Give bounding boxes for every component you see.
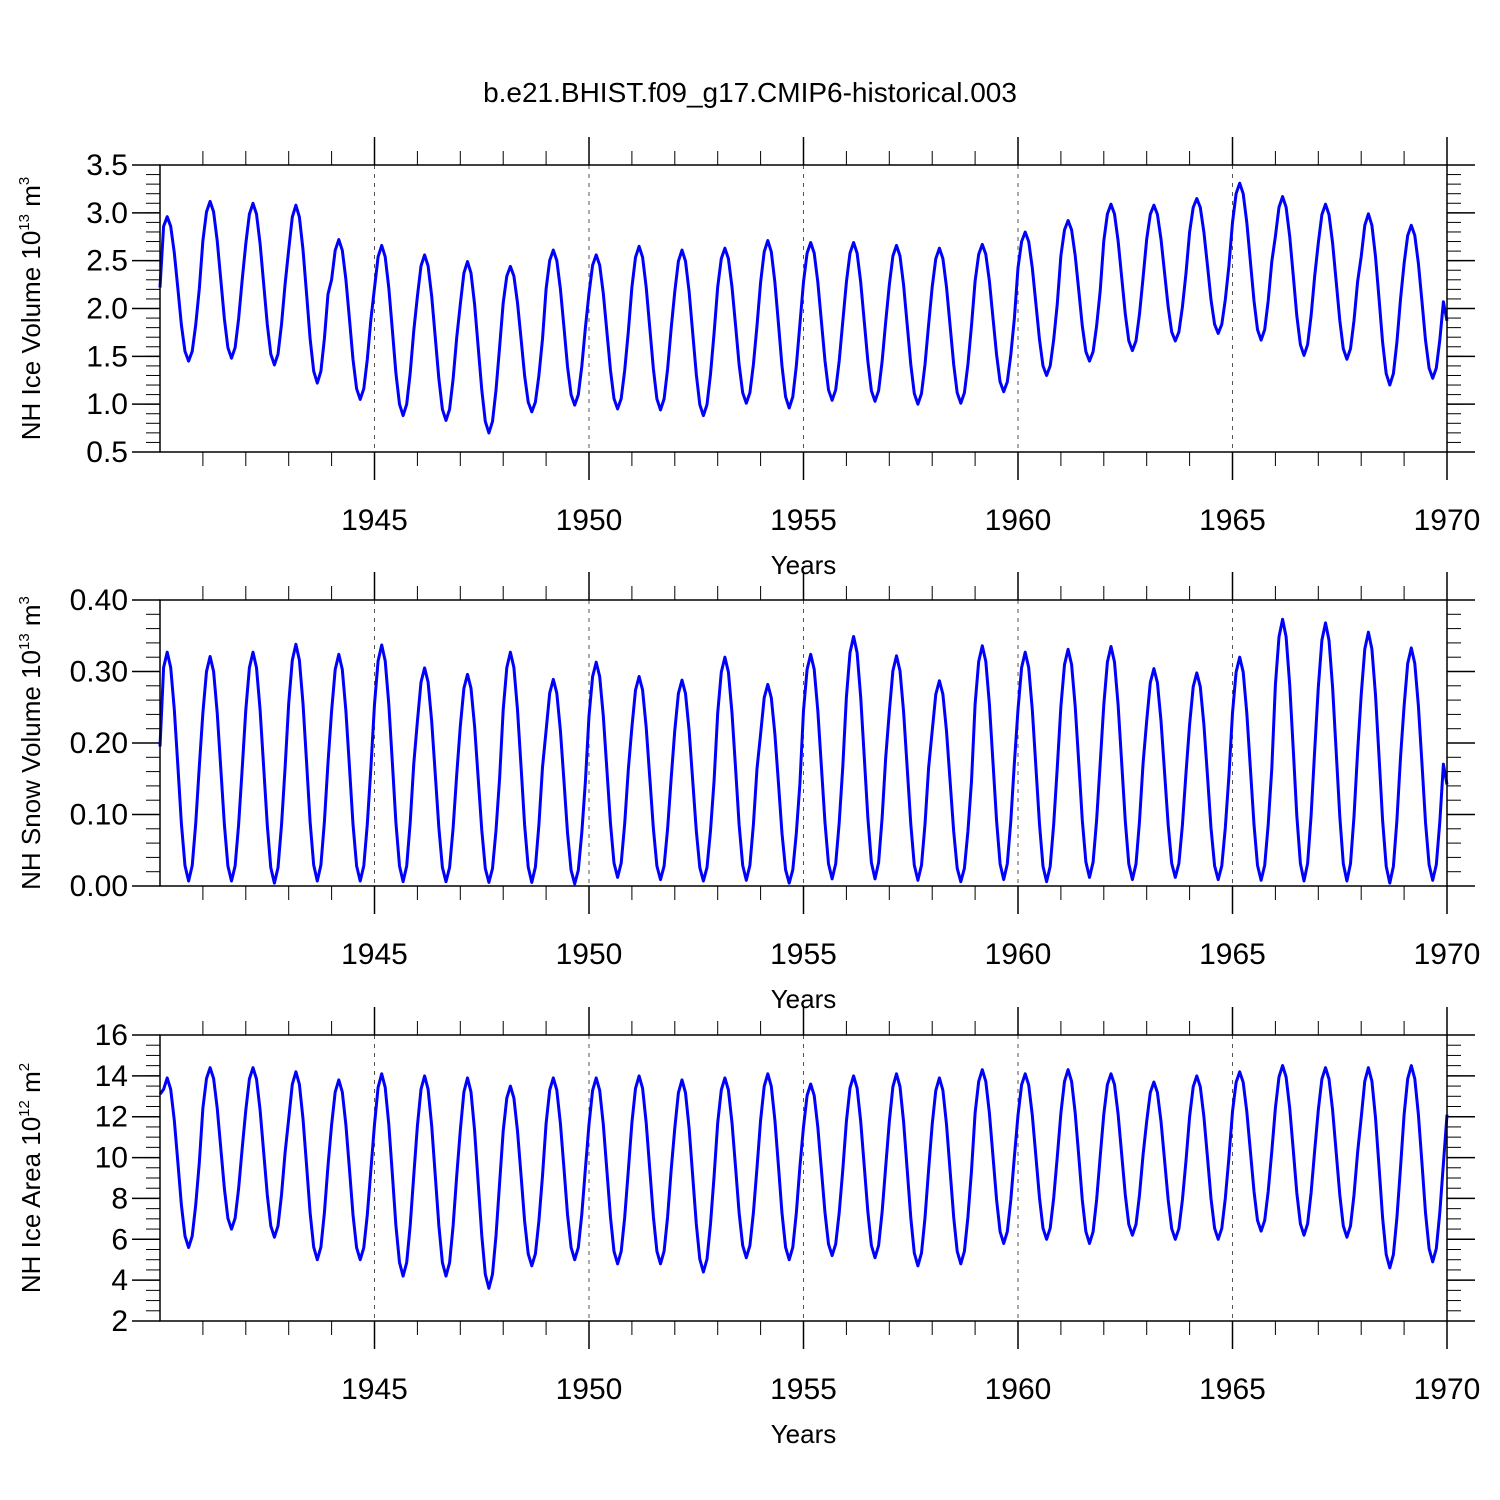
ice-area-panel: 2 4 6 8 10 12 14 16 1945 1950 1955 1960 1965 1970 NH… [16, 1007, 1480, 1449]
ice-area-x-tick-label: 1960 [985, 1373, 1052, 1406]
snow-volume-x-tick-label: 1970 [1414, 938, 1481, 971]
ice-area-y-tick-label: 2 [111, 1305, 128, 1338]
ice-volume-y-tick-label: 1.0 [86, 388, 128, 421]
snow-volume-x-tick-label: 1955 [770, 938, 837, 971]
snow-volume-y-axis-label: NH Snow Volume 1013 m3 [16, 596, 46, 890]
ice-area-x-tick-label: 1950 [556, 1373, 623, 1406]
snow-volume-y-tick-label: 0.10 [70, 799, 128, 832]
snow-volume-x-tick-label: 1965 [1199, 938, 1266, 971]
ice-volume-plot-frame [159, 164, 1448, 453]
ice-volume-x-tick-label: 1965 [1199, 504, 1266, 537]
figure-title: b.e21.BHIST.f09_g17.CMIP6-historical.003 [483, 77, 1017, 108]
ice-volume-x-tick-label: 1960 [985, 504, 1052, 537]
ice-volume-panel: 0.5 1.0 1.5 2.0 2.5 3.0 3.5 1945 1950 1955 1960 19… [16, 137, 1480, 580]
ice-volume-x-tick-label: 1945 [341, 504, 408, 537]
snow-volume-x-tick-label: 1960 [985, 938, 1052, 971]
ice-area-y-tick-label: 6 [111, 1223, 128, 1256]
ice-area-y-tick-label: 12 [95, 1101, 128, 1134]
snow-volume-x-tick-label: 1950 [556, 938, 623, 971]
ice-area-y-tick-label: 4 [111, 1264, 128, 1297]
ice-area-x-axis-label: Years [771, 1419, 837, 1449]
ice-volume-x-tick-label: 1970 [1414, 504, 1481, 537]
ice-area-y-tick-label: 14 [95, 1060, 128, 1093]
ice-volume-y-tick-label: 3.5 [86, 149, 128, 182]
ice-volume-y-tick-label: 1.5 [86, 340, 128, 373]
ice-volume-y-tick-label: 3.0 [86, 197, 128, 230]
ice-volume-x-tick-label: 1950 [556, 504, 623, 537]
ice-area-x-tick-label: 1965 [1199, 1373, 1266, 1406]
snow-volume-y-tick-label: 0.20 [70, 727, 128, 760]
snow-volume-line [158, 617, 1449, 886]
ice-volume-x-tick-label: 1955 [770, 504, 837, 537]
ice-area-y-tick-label: 8 [111, 1182, 128, 1215]
ice-area-x-tick-label: 1970 [1414, 1373, 1481, 1406]
ice-area-x-tick-label: 1945 [341, 1373, 408, 1406]
ice-volume-line [158, 181, 1449, 435]
ice-area-y-tick-label: 16 [95, 1019, 128, 1052]
ice-area-y-axis-label: NH Ice Area 1012 m2 [16, 1063, 46, 1293]
ice-area-line [158, 1064, 1449, 1290]
snow-volume-panel: 0.00 0.10 0.20 0.30 0.40 1945 1950 1955 1960 196… [16, 572, 1480, 1014]
ice-volume-y-tick-label: 2.0 [86, 293, 128, 326]
snow-volume-y-tick-label: 0.40 [70, 584, 128, 617]
snow-volume-x-tick-label: 1945 [341, 938, 408, 971]
ice-area-x-tick-label: 1955 [770, 1373, 837, 1406]
snow-volume-plot-frame [159, 599, 1448, 887]
ice-volume-y-tick-label: 0.5 [86, 436, 128, 469]
snow-volume-y-tick-label: 0.30 [70, 656, 128, 689]
ice-area-plot-frame [159, 1034, 1448, 1322]
ice-volume-y-tick-label: 2.5 [86, 245, 128, 278]
ice-area-y-tick-label: 10 [95, 1142, 128, 1175]
ice-volume-y-axis-label: NH Ice Volume 1013 m3 [16, 177, 46, 440]
snow-volume-y-tick-label: 0.00 [70, 870, 128, 903]
